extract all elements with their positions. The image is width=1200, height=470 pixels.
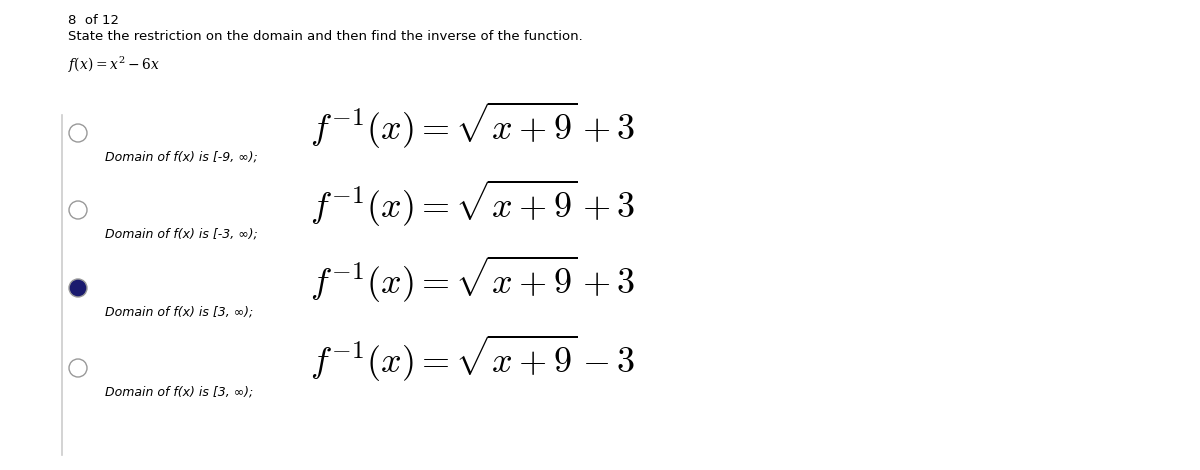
Circle shape	[70, 279, 88, 297]
Text: $f^{-1}(x) = \sqrt{x+9}+3$: $f^{-1}(x) = \sqrt{x+9}+3$	[310, 100, 635, 151]
Text: $f^{-1}(x) = \sqrt{x+9}+3$: $f^{-1}(x) = \sqrt{x+9}+3$	[310, 254, 635, 305]
Text: Domain of f(x) is [3, ∞);: Domain of f(x) is [3, ∞);	[106, 386, 253, 399]
Text: Domain of f(x) is [-3, ∞);: Domain of f(x) is [-3, ∞);	[106, 228, 258, 241]
Text: $f^{-1}(x) = \sqrt{x+9}+3$: $f^{-1}(x) = \sqrt{x+9}+3$	[310, 178, 635, 229]
Circle shape	[70, 201, 88, 219]
Text: State the restriction on the domain and then find the inverse of the function.: State the restriction on the domain and …	[68, 30, 583, 43]
Text: Domain of f(x) is [-9, ∞);: Domain of f(x) is [-9, ∞);	[106, 151, 258, 164]
Text: $f(x) = x^2 - 6x$: $f(x) = x^2 - 6x$	[68, 55, 160, 75]
Circle shape	[70, 359, 88, 377]
Text: Domain of f(x) is [3, ∞);: Domain of f(x) is [3, ∞);	[106, 306, 253, 319]
Text: 8  of 12: 8 of 12	[68, 14, 119, 27]
Circle shape	[70, 124, 88, 142]
Text: $f^{-1}(x) = \sqrt{x+9}-3$: $f^{-1}(x) = \sqrt{x+9}-3$	[310, 333, 635, 384]
